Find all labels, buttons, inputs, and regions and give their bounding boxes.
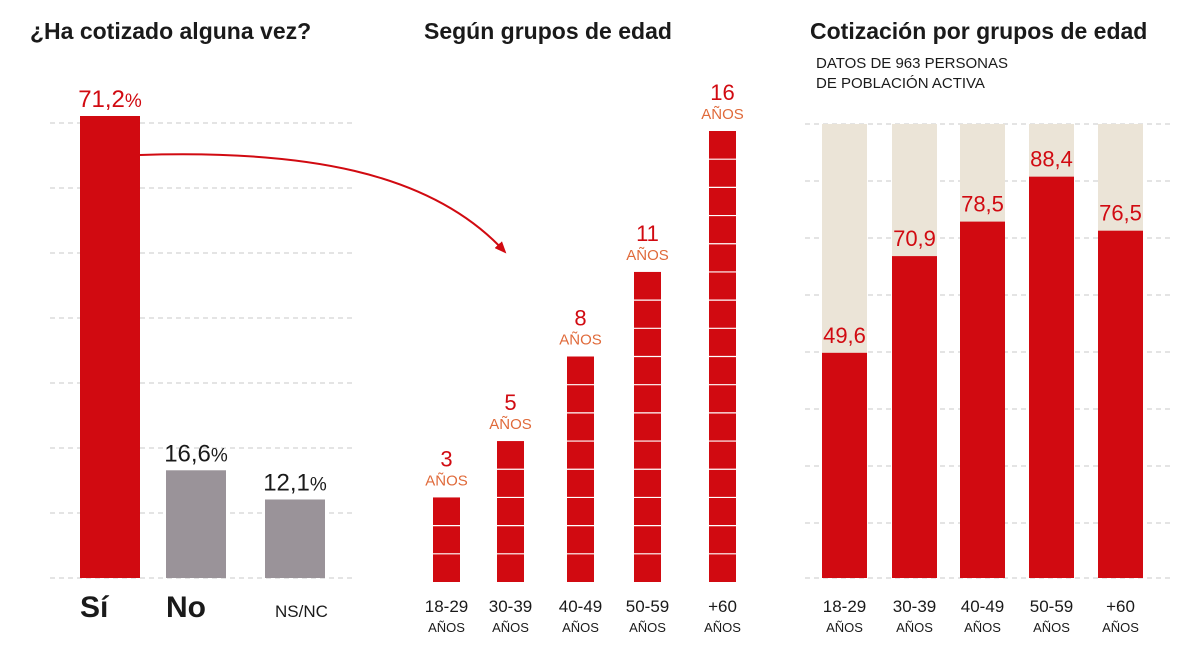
bar-40-49 [960, 221, 1005, 579]
category-label: No [166, 591, 206, 624]
data-label: 5 [504, 390, 516, 415]
chart1-title: ¿Ha cotizado alguna vez? [30, 18, 312, 44]
data-label-unit: % [310, 474, 327, 495]
data-label: 78,5 [961, 192, 1004, 217]
data-label-unit: AÑOS [489, 416, 532, 433]
bar-30-39 [497, 441, 524, 582]
category-range: 18-29 [425, 597, 468, 616]
category-unit: AÑOS [964, 620, 1001, 635]
category-unit: AÑOS [562, 620, 599, 635]
data-label-unit: AÑOS [425, 472, 468, 489]
chart3-subtitle-line1: DATOS DE 963 PERSONAS [816, 55, 1009, 72]
category-unit: AÑOS [492, 620, 529, 635]
category-unit: AÑOS [896, 620, 933, 635]
category-label: Sí [80, 591, 110, 624]
data-label-unit: AÑOS [701, 106, 744, 123]
data-label: 12,1% [263, 469, 327, 496]
category-unit: AÑOS [629, 620, 666, 635]
category-range: 50-59 [626, 597, 669, 616]
bar-s [80, 116, 140, 578]
chart2: 3AÑOS18-29AÑOS5AÑOS30-39AÑOS8AÑOS40-49AÑ… [425, 80, 744, 635]
data-label: 76,5 [1099, 201, 1142, 226]
category-unit: AÑOS [1033, 620, 1070, 635]
category-label: NS/NC [275, 602, 328, 621]
bar-18-29 [433, 497, 460, 582]
data-label-value: 16,6 [164, 440, 211, 467]
data-label: 11 [636, 221, 659, 246]
data-label-value: 71,2 [78, 86, 125, 113]
data-label-unit: AÑOS [559, 332, 602, 349]
category-range: 18-29 [823, 597, 866, 616]
category-unit: AÑOS [1102, 620, 1139, 635]
data-label-unit: AÑOS [626, 247, 669, 264]
data-label: 16,6% [164, 440, 228, 467]
bar-18-29 [822, 352, 867, 578]
bar-no [166, 470, 226, 578]
data-label-value: 12,1 [263, 469, 310, 496]
category-range: +60 [1106, 597, 1135, 616]
data-label: 49,6 [823, 323, 866, 348]
chart3: 49,6 18-29 AÑOS 70,9 30-39 AÑOS 78,5 40-49 AÑOS 8… [805, 123, 1172, 635]
category-unit: AÑOS [704, 620, 741, 635]
category-range: 30-39 [489, 597, 532, 616]
bar-nsnc [265, 499, 325, 578]
category-range: 50-59 [1030, 597, 1073, 616]
category-range: +60 [708, 597, 737, 616]
chart1: 71,2% Sí 16,6% No 12,1% NS/NC [50, 86, 352, 624]
category-range: 40-49 [559, 597, 602, 616]
bar-50-59 [1029, 176, 1074, 578]
data-label: 71,2% [78, 86, 142, 113]
data-label: 3 [440, 446, 452, 471]
bar-+60 [1098, 230, 1143, 578]
category-range: 40-49 [961, 597, 1004, 616]
data-label: 70,9 [893, 226, 936, 251]
category-unit: AÑOS [428, 620, 465, 635]
bar-50-59 [634, 271, 661, 582]
data-label: 16 [710, 80, 734, 105]
data-label: 88,4 [1030, 147, 1073, 172]
chart3-subtitle: DATOS DE 963 PERSONAS DE POBLACIÓN ACTIV… [816, 54, 1008, 94]
category-range: 30-39 [893, 597, 936, 616]
data-label-unit: % [211, 445, 228, 466]
chart2-title: Según grupos de edad [424, 18, 672, 44]
chart3-title: Cotización por grupos de edad [810, 18, 1148, 44]
chart3-subtitle-line2: DE POBLACIÓN ACTIVA [816, 75, 985, 92]
data-label: 8 [574, 306, 586, 331]
bar-30-39 [892, 256, 937, 578]
category-unit: AÑOS [826, 620, 863, 635]
connector-arrow [139, 153, 507, 254]
data-label-unit: % [125, 91, 142, 112]
